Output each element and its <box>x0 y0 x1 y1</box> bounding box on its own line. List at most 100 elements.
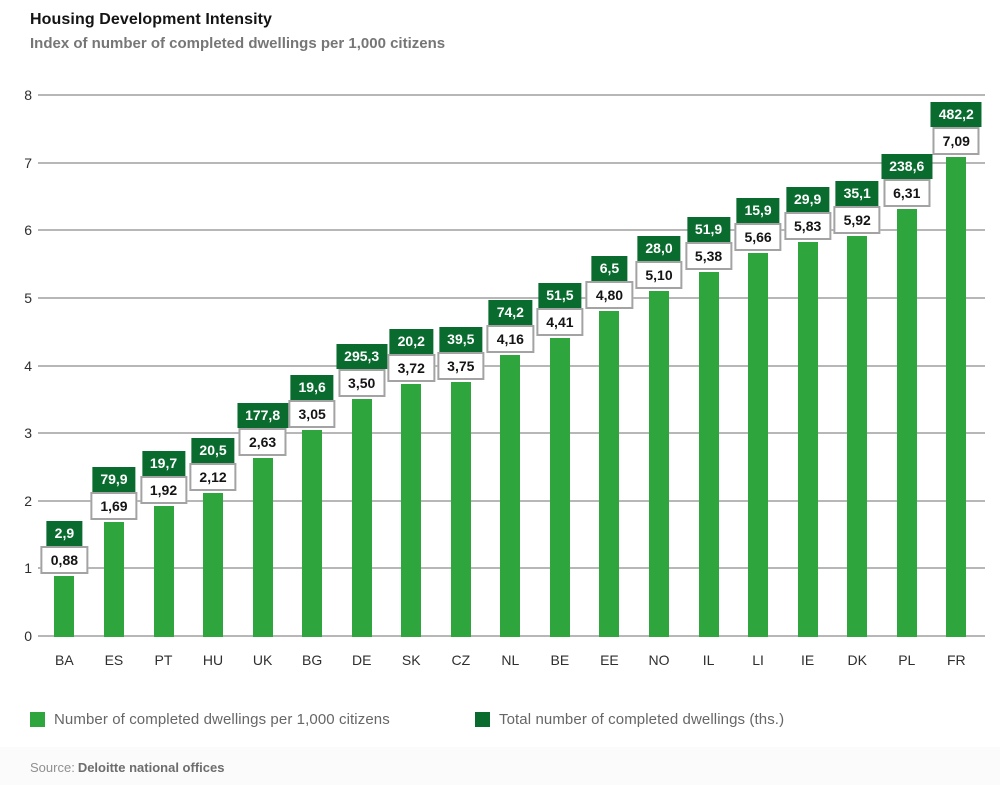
x-tick-label: FR <box>946 652 966 668</box>
x-tick-label: PT <box>154 652 173 668</box>
bar <box>896 209 917 637</box>
source-prefix: Source: <box>30 760 75 775</box>
bar-label-stack: 74,2 4,16 <box>486 299 534 353</box>
x-tick-label: IL <box>702 652 715 668</box>
x-tick-label: BE <box>550 652 570 668</box>
bar <box>797 241 818 637</box>
bar <box>54 576 75 637</box>
bar-label-total: 51,9 <box>686 217 731 243</box>
bar <box>698 272 719 637</box>
bar <box>401 384 422 637</box>
bar-label-stack: 482,2 7,09 <box>930 101 982 155</box>
bar-label-stack: 79,9 1,69 <box>90 466 138 520</box>
bar-label-total: 19,6 <box>290 374 334 400</box>
y-tick-label: 4 <box>24 357 32 374</box>
bar <box>500 354 521 637</box>
gridline <box>38 296 985 299</box>
x-tick-label: PL <box>898 652 916 668</box>
bar-label-index: 4,80 <box>585 281 634 310</box>
bar-label-index: 3,05 <box>288 399 336 428</box>
x-tick-label: NL <box>501 652 520 668</box>
bar-label-stack: 29,9 5,83 <box>784 186 832 240</box>
bar <box>450 382 471 637</box>
bar-label-index: 5,83 <box>784 211 832 240</box>
bar <box>946 156 967 637</box>
bar-label-total: 79,9 <box>92 466 136 492</box>
x-tick-label: UK <box>252 652 273 668</box>
legend-item: Total number of completed dwellings (ths… <box>475 711 784 728</box>
gridline <box>38 229 985 232</box>
bar-label-total: 20,2 <box>389 329 433 355</box>
y-tick-label: 1 <box>24 560 32 577</box>
y-tick-label: 2 <box>24 492 32 509</box>
bar-label-index: 5,66 <box>734 223 782 252</box>
bar <box>549 337 570 637</box>
bar-label-total: 29,9 <box>786 186 830 212</box>
x-tick-label: BG <box>302 652 323 668</box>
footer-strip <box>0 747 1000 785</box>
bar-label-total: 28,0 <box>637 236 681 262</box>
bar-label-index: 1,69 <box>90 491 138 520</box>
bar-label-total: 2,9 <box>46 521 83 547</box>
bar <box>599 311 620 637</box>
bar <box>847 235 868 637</box>
bar-label-index: 4,16 <box>486 324 534 353</box>
bar <box>302 429 323 637</box>
bar-label-stack: 20,5 2,12 <box>189 437 237 491</box>
bar-label-stack: 2,9 0,88 <box>40 521 89 575</box>
bar <box>103 521 124 637</box>
page-subtitle: Index of number of completed dwellings p… <box>30 35 446 52</box>
legend-item: Number of completed dwellings per 1,000 … <box>30 711 390 728</box>
bar-label-stack: 19,7 1,92 <box>139 451 188 505</box>
bar-label-total: 482,2 <box>930 101 982 127</box>
bar-label-stack: 51,5 4,41 <box>536 282 584 336</box>
bar-label-total: 19,7 <box>141 451 186 477</box>
bar <box>748 253 769 637</box>
bar <box>153 506 174 637</box>
y-tick-label: 3 <box>24 425 32 442</box>
bar <box>351 399 372 637</box>
bar-label-index: 3,50 <box>338 369 386 398</box>
gridline <box>38 161 985 164</box>
legend-swatch-icon <box>475 712 490 727</box>
bar <box>649 291 669 637</box>
bar-label-stack: 51,9 5,38 <box>684 217 733 271</box>
chart-legend: Number of completed dwellings per 1,000 … <box>0 711 1000 733</box>
bar-label-index: 6,31 <box>883 179 931 208</box>
bar-label-stack: 15,9 5,66 <box>734 198 782 252</box>
bar <box>252 458 273 637</box>
bar-label-total: 74,2 <box>488 299 532 325</box>
y-tick-label: 0 <box>24 628 32 644</box>
y-tick-label: 5 <box>24 289 32 306</box>
bar-label-total: 20,5 <box>191 437 235 463</box>
legend-swatch-icon <box>30 712 45 727</box>
bar-label-stack: 28,0 5,10 <box>635 236 683 290</box>
bar-label-index: 4,41 <box>536 307 584 336</box>
bar-label-index: 3,72 <box>387 354 435 383</box>
bar <box>203 492 224 637</box>
page-title: Housing Development Intensity <box>30 11 273 28</box>
bar-label-total: 238,6 <box>881 154 933 180</box>
bar-label-total: 51,5 <box>538 282 582 308</box>
bar-label-stack: 35,1 5,92 <box>833 180 881 234</box>
x-tick-label: BA <box>55 652 74 668</box>
x-tick-label: DE <box>351 652 372 668</box>
legend-label: Number of completed dwellings per 1,000 … <box>54 711 390 728</box>
y-tick-label: 7 <box>24 154 32 171</box>
x-tick-label: IE <box>801 652 815 668</box>
bar-label-index: 7,09 <box>932 126 980 155</box>
x-tick-label: ES <box>104 652 124 668</box>
bar-label-total: 35,1 <box>835 180 879 206</box>
bar-label-index: 2,63 <box>238 428 287 457</box>
x-tick-label: EE <box>600 652 619 668</box>
bar-label-stack: 39,5 3,75 <box>437 327 485 381</box>
source-line: Source: Deloitte national offices <box>30 760 224 775</box>
x-tick-label: SK <box>401 652 421 668</box>
gridline <box>38 94 985 96</box>
bar-label-total: 177,8 <box>237 403 289 429</box>
bar-label-stack: 295,3 3,50 <box>336 344 388 398</box>
y-tick-label: 6 <box>24 222 32 239</box>
x-tick-label: DK <box>847 652 867 668</box>
bar-label-index: 5,10 <box>635 261 683 290</box>
bar-label-total: 15,9 <box>736 198 780 224</box>
